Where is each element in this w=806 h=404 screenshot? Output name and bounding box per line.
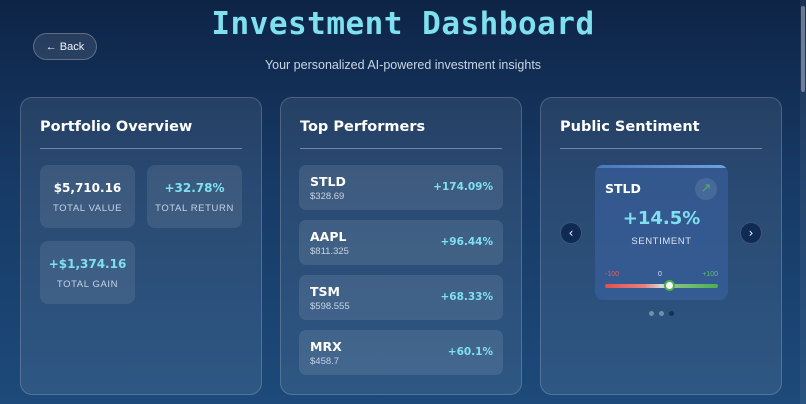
sentiment-symbol: STLD (605, 181, 641, 196)
performer-row[interactable]: MRX $458.7 +60.1% (299, 330, 503, 375)
next-slide-button[interactable]: › (740, 222, 762, 244)
stat-value: +32.78% (164, 181, 225, 195)
trending-up-icon: ↗ (695, 178, 717, 200)
performer-price: $598.555 (310, 301, 350, 312)
card-divider (560, 148, 762, 149)
page-title: Investment Dashboard (211, 6, 595, 42)
carousel-dot[interactable] (648, 311, 654, 316)
stat-value: +$1,374.16 (48, 257, 127, 271)
card-title: Top Performers (300, 119, 426, 135)
performer-change: +96.44% (440, 236, 493, 248)
back-button[interactable]: ← Back (33, 33, 97, 60)
total-return-stat: +32.78% TOTAL RETURN (147, 165, 242, 228)
sentiment-indicator (664, 280, 676, 291)
performer-symbol: TSM (310, 284, 340, 299)
performer-price: $328.69 (310, 191, 345, 202)
scrollbar-thumb[interactable] (801, 6, 805, 92)
sentiment-label: SENTIMENT (631, 236, 692, 247)
public-sentiment-card: Public Sentiment ‹ › STLD ↗ +14.5% SENTI… (540, 97, 782, 395)
performer-row[interactable]: AAPL $811.325 +96.44% (299, 220, 503, 265)
page-scrollbar[interactable] (800, 0, 806, 404)
performer-change: +60.1% (447, 346, 493, 358)
sentiment-value: +14.5% (622, 208, 701, 229)
performer-symbol: STLD (310, 174, 346, 189)
total-value-stat: $5,710.16 TOTAL VALUE (40, 165, 135, 228)
stat-label: TOTAL RETURN (155, 203, 234, 214)
performer-change: +174.09% (433, 181, 493, 193)
carousel-dot[interactable] (668, 311, 674, 316)
sentiment-slide: STLD ↗ +14.5% SENTIMENT -100 0 +100 (595, 165, 728, 300)
performer-change: +68.33% (440, 291, 493, 303)
card-divider (300, 148, 502, 149)
scale-mid-label: 0 (658, 271, 662, 278)
stat-value: $5,710.16 (53, 181, 122, 195)
slide-accent-line (595, 165, 728, 168)
stat-label: TOTAL VALUE (52, 203, 123, 214)
scale-max-label: +100 (702, 271, 718, 278)
card-title: Public Sentiment (560, 119, 700, 135)
performer-price: $811.325 (310, 246, 349, 257)
prev-slide-button[interactable]: ‹ (560, 222, 582, 244)
performer-symbol: MRX (310, 339, 342, 354)
carousel-dot[interactable] (658, 311, 664, 316)
top-performers-card: Top Performers STLD $328.69 +174.09% AAP… (280, 97, 522, 395)
total-gain-stat: +$1,374.16 TOTAL GAIN (40, 241, 135, 304)
carousel-dots (541, 311, 781, 316)
card-title: Portfolio Overview (40, 119, 193, 135)
card-divider (40, 148, 242, 149)
sentiment-scale-bar (605, 284, 718, 288)
stat-label: TOTAL GAIN (56, 279, 119, 290)
scale-min-label: -100 (605, 271, 620, 278)
page-subtitle: Your personalized AI-powered investment … (264, 58, 542, 72)
performer-row[interactable]: TSM $598.555 +68.33% (299, 275, 503, 320)
portfolio-overview-card: Portfolio Overview $5,710.16 TOTAL VALUE… (20, 97, 262, 395)
performer-row[interactable]: STLD $328.69 +174.09% (299, 165, 503, 210)
performer-price: $458.7 (310, 356, 340, 367)
performer-symbol: AAPL (310, 229, 347, 244)
